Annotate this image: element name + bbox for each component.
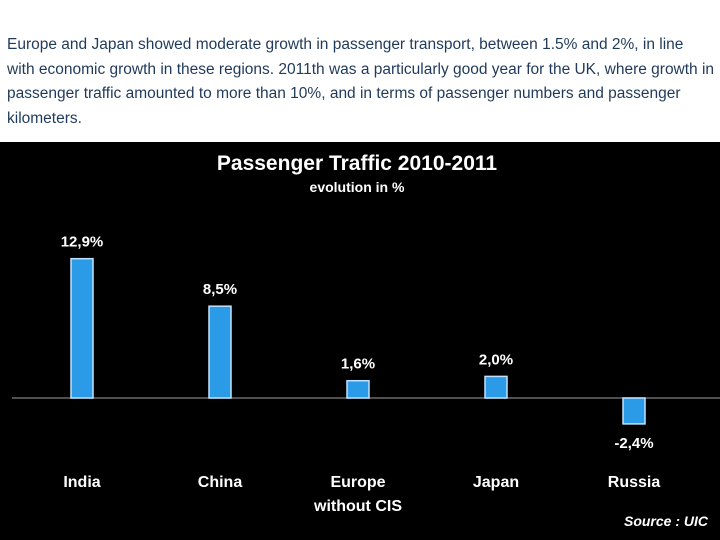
category-label-4-0: Russia — [608, 474, 661, 491]
chart-title: Passenger Traffic 2010-2011 — [217, 152, 498, 175]
passenger-traffic-chart: Passenger Traffic 2010-2011 evolution in… — [0, 142, 720, 540]
value-label-0: 12,9% — [61, 234, 104, 251]
category-label-2-0: Europe — [330, 474, 385, 491]
category-label-2-1: without CIS — [313, 498, 402, 515]
chart-subtitle: evolution in % — [310, 179, 405, 195]
category-label-1-0: China — [198, 474, 243, 491]
chart-background — [0, 142, 720, 540]
bar-4 — [622, 397, 646, 425]
chart-source: Source : UIC — [624, 513, 709, 529]
bar-3 — [484, 375, 508, 399]
category-label-0-0: India — [63, 474, 100, 491]
bar-2 — [346, 379, 370, 399]
caption-text: Europe and Japan showed moderate growth … — [7, 36, 715, 127]
value-label-4: -2,4% — [614, 435, 653, 452]
category-label-3-0: Japan — [473, 474, 519, 491]
value-label-2: 1,6% — [341, 356, 375, 373]
chart-marks: 12,9% India 8,5% China 1,6% Europe without CIS… — [61, 234, 661, 515]
value-label-1: 8,5% — [203, 281, 237, 298]
bar-1 — [208, 305, 232, 399]
value-label-3: 2,0% — [479, 351, 513, 368]
chart-panel: Passenger Traffic 2010-2011 evolution in… — [0, 142, 720, 540]
bar-0 — [70, 257, 94, 399]
